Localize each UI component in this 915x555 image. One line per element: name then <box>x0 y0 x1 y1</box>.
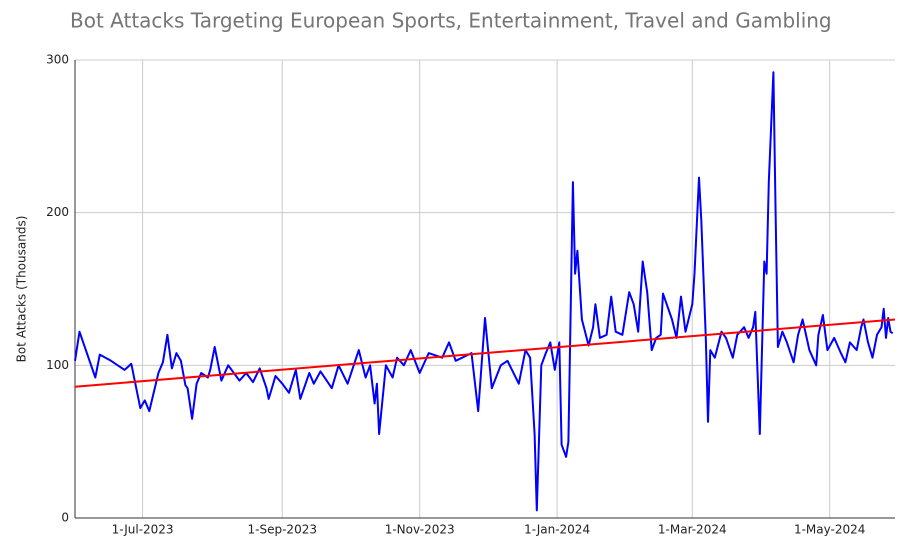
x-tick-label: 1-May-2024 <box>794 523 865 537</box>
chart-title: Bot Attacks Targeting European Sports, E… <box>70 9 832 33</box>
y-axis-label: Bot Attacks (Thousands) <box>15 216 29 363</box>
x-tick-label: 1-Sep-2023 <box>248 523 317 537</box>
x-tick-label: 1-Jul-2023 <box>112 523 174 537</box>
y-tick-label: 200 <box>46 205 69 219</box>
y-tick-label: 0 <box>61 511 69 525</box>
x-tick-label: 1-Nov-2023 <box>385 523 455 537</box>
x-tick-label: 1-Jan-2024 <box>524 523 590 537</box>
x-tick-label: 1-Mar-2024 <box>658 523 727 537</box>
y-tick-label: 100 <box>46 358 69 372</box>
trend-line <box>74 318 896 388</box>
data-line <box>74 71 894 512</box>
y-tick-label: 300 <box>46 53 69 67</box>
